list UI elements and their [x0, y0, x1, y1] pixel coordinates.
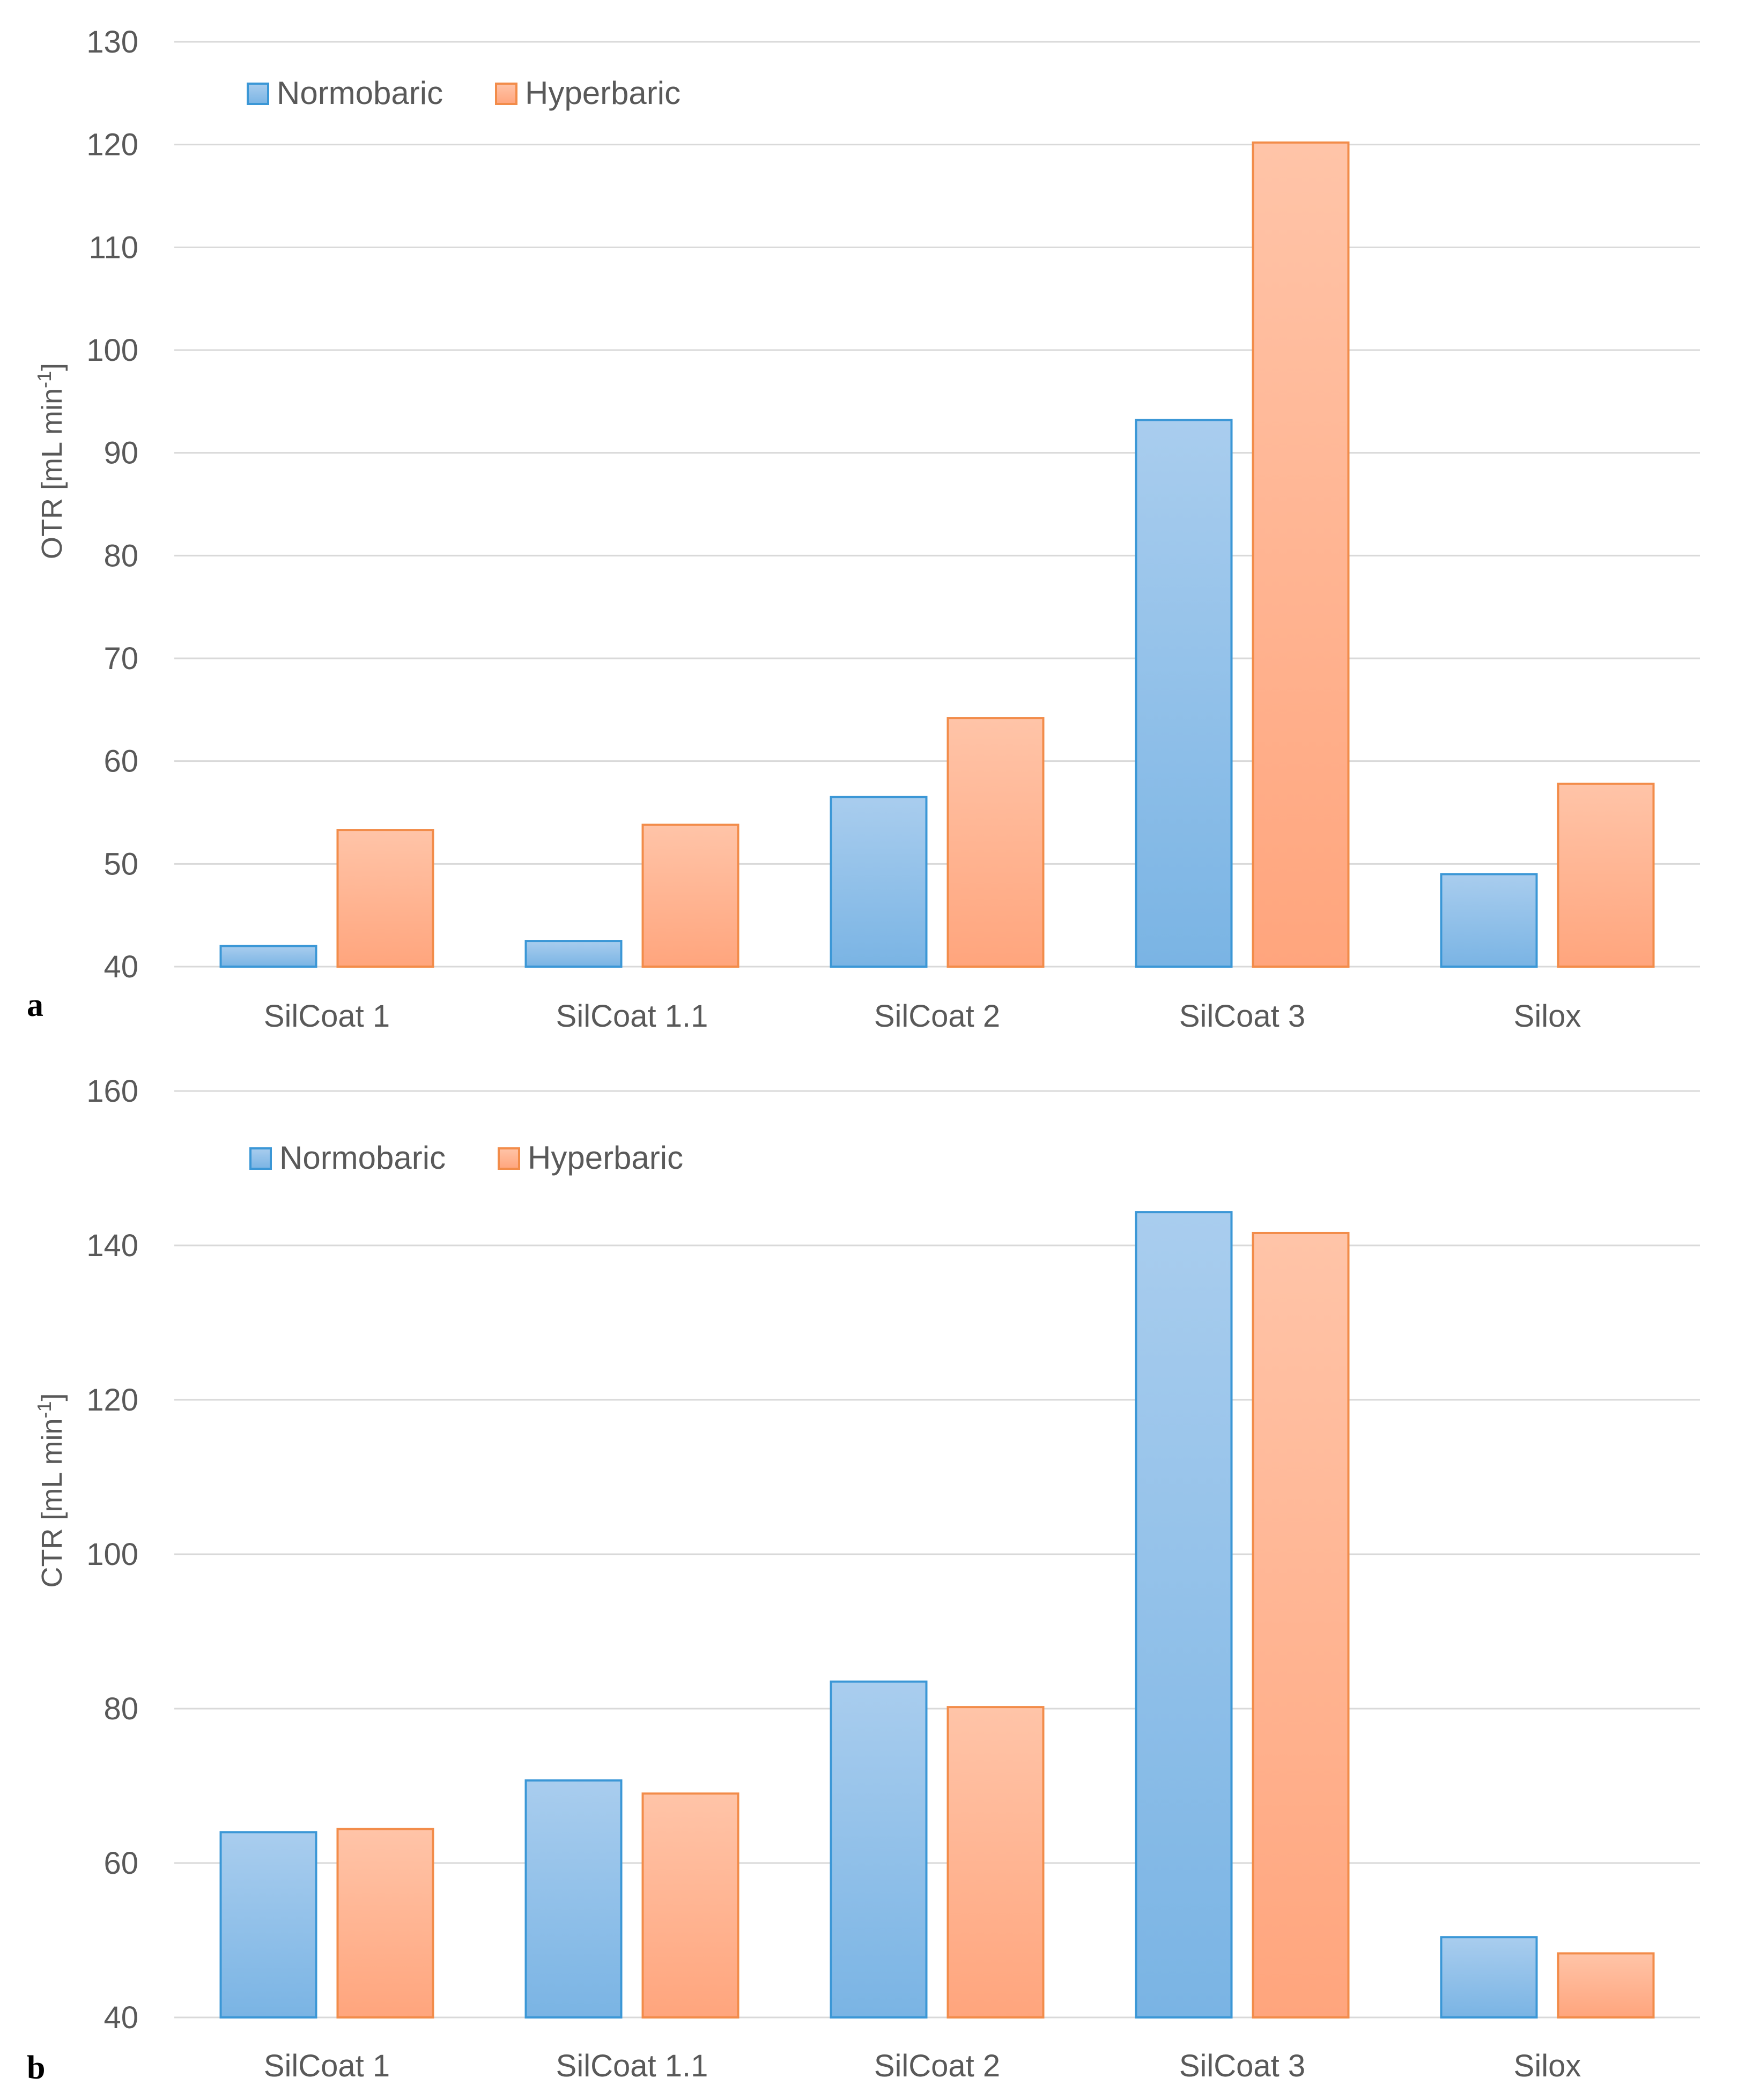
y-tick-label-60: 60	[103, 1846, 138, 1881]
x-tick-label-silcoat-1: SilCoat 1	[264, 999, 390, 1034]
legend-label-hyperbaric: Hyperbaric	[528, 1140, 683, 1176]
x-tick-label-silcoat-1-1: SilCoat 1.1	[556, 999, 708, 1034]
bars	[219, 141, 1655, 968]
y-tick-label-130: 130	[86, 25, 138, 60]
y-tick-labels: 40 50 60 70 80 90 100 110 120 130	[86, 25, 138, 984]
y-tick-label-40: 40	[103, 949, 138, 984]
y-tick-label-40: 40	[103, 2000, 138, 2035]
x-tick-label-silcoat-3: SilCoat 3	[1179, 999, 1305, 1034]
bar-normobaric-silox	[1440, 1936, 1538, 2019]
y-axis-title: CTR [mL min-1]	[33, 1393, 69, 1587]
bar-normobaric-silcoat-1	[219, 945, 317, 968]
legend-swatch-normobaric	[249, 1147, 272, 1170]
bar-hyperbaric-silox	[1557, 1952, 1655, 2019]
bar-hyperbaric-silcoat-2	[946, 717, 1045, 968]
panel-label-b: b	[27, 2050, 45, 2086]
x-tick-label-silcoat-2: SilCoat 2	[874, 999, 1000, 1034]
gridlines	[174, 41, 1700, 968]
y-tick-label-80: 80	[103, 1691, 138, 1726]
bar-hyperbaric-silcoat-3	[1252, 141, 1350, 968]
bar-normobaric-silcoat-3	[1135, 1211, 1233, 2019]
y-tick-label-70: 70	[103, 641, 138, 676]
bar-normobaric-silcoat-1-1	[524, 940, 623, 968]
bar-hyperbaric-silcoat-1	[336, 829, 434, 968]
bar-normobaric-silcoat-2	[830, 1680, 928, 2019]
bar-normobaric-silcoat-1-1	[524, 1779, 623, 2019]
bar-normobaric-silcoat-1	[219, 1831, 317, 2019]
panel-label-a: a	[27, 987, 43, 1023]
legend-swatch-hyperbaric	[495, 83, 517, 105]
y-tick-label-80: 80	[103, 538, 138, 573]
y-tick-label-100: 100	[86, 333, 138, 368]
x-tick-labels: SilCoat 1 SilCoat 1.1 SilCoat 2 SilCoat 3 Si…	[264, 999, 1581, 1034]
bar-normobaric-silcoat-2	[830, 796, 928, 968]
y-tick-label-50: 50	[103, 847, 138, 881]
bars	[219, 1211, 1655, 2019]
bar-hyperbaric-silcoat-1	[336, 1828, 434, 2019]
bar-hyperbaric-silcoat-3	[1252, 1231, 1350, 2019]
y-tick-label-120: 120	[86, 128, 138, 162]
x-tick-label-silox: Silox	[1514, 999, 1581, 1034]
x-tick-label-silcoat-1: SilCoat 1	[264, 2049, 390, 2083]
bar-hyperbaric-silcoat-1-1	[641, 823, 739, 968]
legend-swatch-normobaric	[247, 83, 269, 105]
legend-label-normobaric: Normobaric	[279, 1140, 446, 1176]
legend-label-normobaric: Normobaric	[277, 75, 443, 111]
x-tick-label-silcoat-3: SilCoat 3	[1179, 2049, 1305, 2083]
y-tick-labels: 40 60 80 100 120 140 160	[86, 1074, 138, 2035]
y-axis-title: OTR [mL min-1]	[33, 363, 69, 559]
y-tick-label-120: 120	[86, 1383, 138, 1418]
bar-hyperbaric-silcoat-1-1	[641, 1792, 739, 2019]
legend: Normobaric Hyperbaric	[247, 75, 681, 111]
y-tick-label-100: 100	[86, 1537, 138, 1572]
legend-label-hyperbaric: Hyperbaric	[525, 75, 681, 111]
bar-hyperbaric-silcoat-2	[946, 1706, 1045, 2019]
y-tick-label-110: 110	[89, 230, 138, 265]
bar-normobaric-silox	[1440, 873, 1538, 968]
bar-normobaric-silcoat-3	[1135, 419, 1233, 968]
legend-swatch-hyperbaric	[498, 1147, 520, 1170]
y-tick-label-90: 90	[103, 436, 138, 471]
y-tick-label-60: 60	[103, 744, 138, 779]
x-tick-label-silcoat-2: SilCoat 2	[874, 2049, 1000, 2083]
legend: Normobaric Hyperbaric	[249, 1140, 683, 1176]
x-tick-label-silcoat-1-1: SilCoat 1.1	[556, 2049, 708, 2083]
bar-hyperbaric-silox	[1557, 782, 1655, 968]
x-tick-label-silox: Silox	[1514, 2049, 1581, 2083]
y-tick-label-160: 160	[86, 1074, 138, 1109]
x-tick-labels: SilCoat 1 SilCoat 1.1 SilCoat 2 SilCoat 3 Si…	[264, 2049, 1581, 2083]
y-tick-label-140: 140	[86, 1228, 138, 1263]
